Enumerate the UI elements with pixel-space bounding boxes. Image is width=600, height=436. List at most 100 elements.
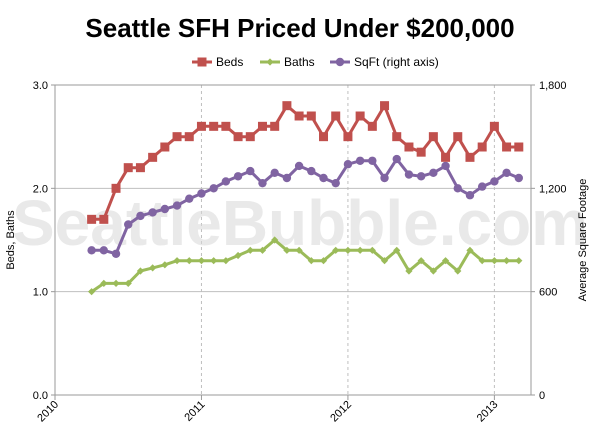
point-sqft bbox=[197, 189, 206, 198]
point-baths bbox=[515, 257, 523, 265]
point-baths bbox=[332, 246, 340, 254]
point-sqft bbox=[246, 166, 255, 176]
point-sqft bbox=[355, 156, 365, 165]
point-baths bbox=[356, 246, 364, 254]
point-beds bbox=[441, 152, 451, 162]
point-beds bbox=[489, 121, 499, 131]
point-beds bbox=[416, 147, 426, 157]
point-sqft bbox=[502, 168, 511, 178]
point-sqft bbox=[514, 173, 523, 183]
point-beds bbox=[221, 121, 231, 131]
point-baths bbox=[295, 246, 303, 254]
y-left-tick-label: 3.0 bbox=[33, 80, 48, 92]
point-sqft bbox=[453, 184, 462, 193]
point-beds bbox=[270, 121, 280, 131]
plot-area-border bbox=[54, 84, 532, 396]
point-baths bbox=[124, 279, 132, 287]
legend: Beds Baths SqFt (right axis) bbox=[192, 55, 439, 69]
point-beds bbox=[123, 163, 133, 173]
point-beds bbox=[99, 214, 109, 224]
point-sqft bbox=[416, 172, 426, 181]
point-beds bbox=[196, 121, 206, 131]
point-sqft bbox=[99, 246, 109, 255]
point-sqft bbox=[124, 220, 133, 229]
point-sqft bbox=[392, 154, 401, 164]
point-baths bbox=[368, 246, 376, 254]
point-sqft bbox=[429, 168, 438, 178]
point-sqft bbox=[111, 249, 121, 258]
y-right-tick-label: 1,200 bbox=[539, 183, 567, 195]
point-sqft bbox=[282, 173, 292, 183]
point-sqft bbox=[404, 170, 414, 179]
point-baths bbox=[466, 246, 474, 254]
point-sqft bbox=[477, 182, 487, 191]
point-sqft bbox=[136, 211, 145, 221]
legend-marker-sqft bbox=[335, 57, 345, 67]
point-baths bbox=[88, 288, 96, 296]
legend-marker-beds bbox=[197, 57, 207, 67]
point-beds bbox=[367, 121, 377, 131]
gridlines bbox=[55, 85, 531, 395]
point-beds bbox=[380, 101, 390, 111]
point-beds bbox=[343, 132, 353, 142]
point-sqft bbox=[270, 168, 279, 178]
point-sqft bbox=[258, 178, 267, 188]
point-sqft bbox=[441, 161, 450, 171]
point-sqft bbox=[233, 172, 243, 181]
point-beds bbox=[245, 132, 255, 142]
point-baths bbox=[380, 257, 389, 265]
point-baths bbox=[393, 246, 401, 254]
point-baths bbox=[136, 267, 145, 275]
point-baths bbox=[185, 257, 193, 265]
point-beds bbox=[87, 214, 97, 224]
y-right-tick-label: 1,800 bbox=[539, 80, 567, 92]
point-beds bbox=[465, 152, 475, 162]
point-baths bbox=[222, 257, 230, 265]
point-baths bbox=[112, 279, 120, 287]
point-beds bbox=[319, 132, 329, 142]
point-sqft bbox=[307, 166, 316, 176]
point-beds bbox=[160, 142, 170, 152]
point-beds bbox=[392, 132, 402, 142]
point-sqft bbox=[148, 208, 157, 217]
legend-item-beds: Beds bbox=[192, 55, 243, 69]
point-baths bbox=[283, 246, 291, 254]
series-layer bbox=[87, 101, 524, 296]
point-baths bbox=[441, 257, 450, 265]
y-axis-right-title: Average Square Footage bbox=[577, 179, 589, 302]
point-beds bbox=[294, 111, 304, 121]
point-beds bbox=[257, 121, 267, 131]
y-left-tick-label: 0.0 bbox=[33, 390, 48, 402]
point-beds bbox=[172, 132, 182, 142]
point-sqft bbox=[331, 178, 340, 188]
legend-label-beds: Beds bbox=[216, 55, 243, 69]
point-baths bbox=[271, 236, 279, 244]
point-beds bbox=[306, 111, 316, 121]
point-baths bbox=[197, 257, 206, 265]
point-beds bbox=[111, 183, 121, 193]
y-left-tick-label: 2.0 bbox=[33, 183, 48, 195]
legend-label-sqft: SqFt (right axis) bbox=[354, 55, 439, 69]
point-beds bbox=[233, 132, 243, 142]
point-beds bbox=[209, 121, 219, 131]
point-baths bbox=[258, 246, 267, 254]
y-axis-right: 0 600 1,200 1,800 bbox=[531, 80, 567, 402]
legend-item-sqft: SqFt (right axis) bbox=[330, 55, 439, 69]
legend-marker-baths bbox=[266, 58, 274, 66]
point-sqft bbox=[465, 191, 475, 200]
series-baths bbox=[88, 236, 523, 296]
point-beds bbox=[355, 111, 365, 121]
point-beds bbox=[282, 101, 292, 111]
point-beds bbox=[404, 142, 414, 152]
point-baths bbox=[149, 264, 157, 272]
point-sqft bbox=[319, 173, 328, 183]
point-baths bbox=[234, 251, 242, 260]
point-sqft bbox=[368, 156, 377, 165]
point-sqft bbox=[172, 201, 182, 210]
point-beds bbox=[453, 132, 463, 142]
point-sqft bbox=[221, 177, 231, 186]
chart-title: Seattle SFH Priced Under $200,000 bbox=[85, 13, 514, 43]
point-sqft bbox=[294, 161, 304, 171]
point-beds bbox=[184, 132, 194, 142]
